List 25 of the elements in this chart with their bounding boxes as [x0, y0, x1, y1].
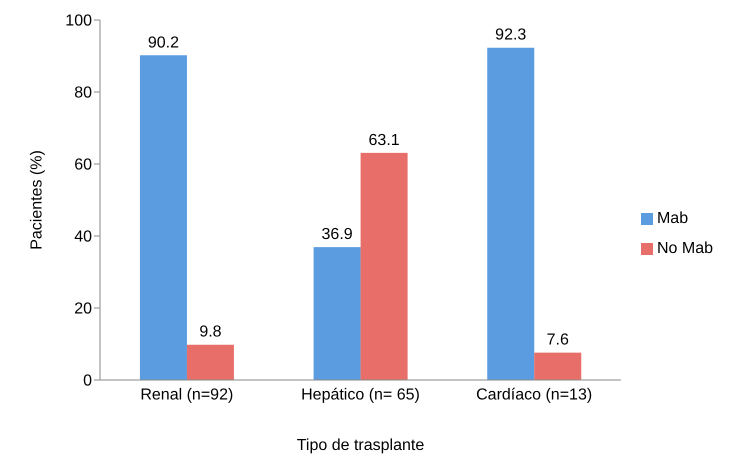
bar	[360, 152, 408, 380]
data-label: 63.1	[368, 132, 400, 149]
bar	[487, 48, 534, 380]
bar	[534, 352, 582, 380]
y-tick-label: 40	[74, 228, 92, 246]
data-label: 92.3	[495, 26, 526, 44]
data-label: 90.2	[148, 34, 180, 52]
x-tick-label: Cardíaco (n=13)	[476, 386, 592, 404]
data-label: 7.6	[546, 332, 569, 349]
y-tick-label: 60	[74, 156, 92, 174]
data-label: 9.8	[199, 324, 222, 341]
legend-label: Mab	[656, 210, 688, 227]
data-label: 36.9	[322, 226, 353, 244]
bar	[186, 344, 234, 380]
x-tick-label: Hepático (n= 65)	[301, 386, 420, 404]
y-tick-label: 100	[65, 12, 92, 30]
x-tick-label: Renal (n=92)	[140, 386, 234, 404]
bar	[140, 55, 187, 380]
y-tick-label: 20	[74, 300, 92, 318]
bar	[314, 247, 361, 380]
legend-label: No Mab	[656, 240, 713, 257]
y-axis-title: Pacientes (%)	[28, 150, 46, 250]
y-tick-label: 0	[83, 372, 92, 390]
x-axis-title: Tipo de trasplante	[296, 437, 424, 454]
y-tick-label: 80	[74, 84, 92, 102]
